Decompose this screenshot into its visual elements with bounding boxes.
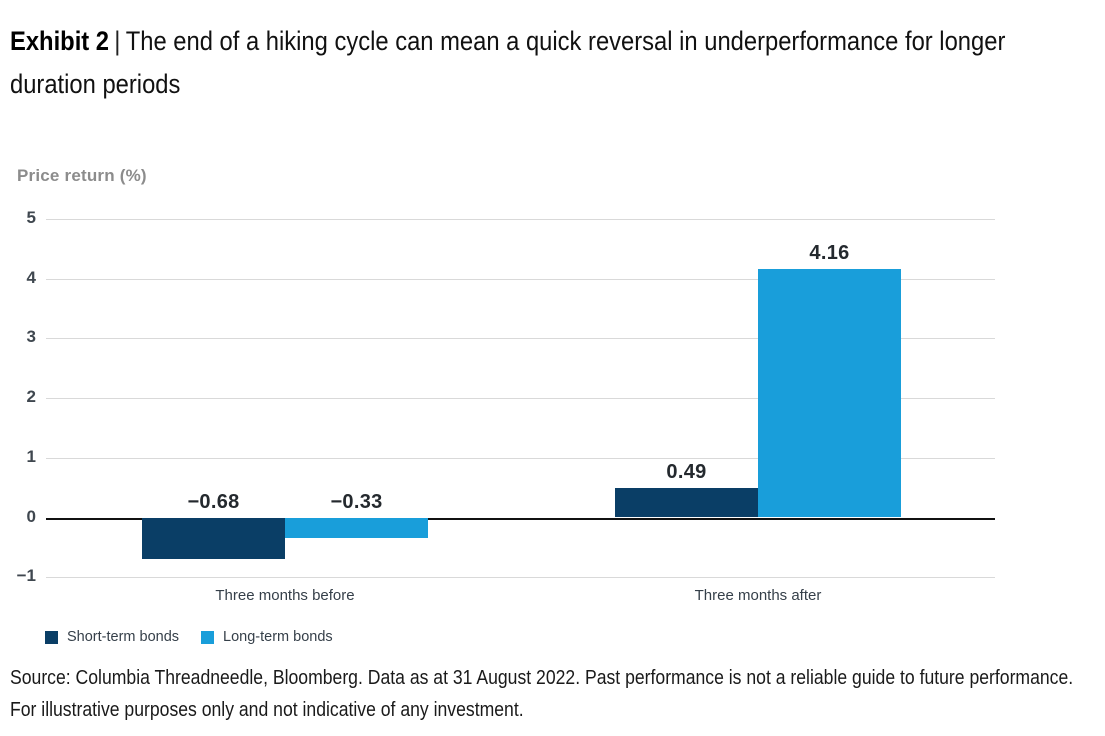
x-category-label: Three months after [694, 587, 822, 604]
gridline [46, 458, 995, 459]
bar-long-term-bonds [758, 269, 901, 517]
exhibit-title-separator: | [114, 26, 121, 56]
source-note: Source: Columbia Threadneedle, Bloomberg… [10, 667, 1074, 721]
zero-axis-line [46, 518, 995, 520]
legend-item-short-term-bonds: Short-term bonds [45, 629, 179, 645]
bar-short-term-bonds [615, 488, 758, 517]
legend-swatch-icon [45, 630, 58, 644]
y-tick-label: 2 [26, 387, 36, 406]
x-category-label: Three months before [215, 587, 355, 604]
bar-value-label: −0.68 [187, 491, 240, 513]
y-tick-label: 1 [26, 447, 36, 466]
gridline [46, 398, 995, 399]
plot-area: −0.68 −0.33 0.49 4.16 [46, 219, 995, 578]
legend-swatch-icon [201, 630, 215, 644]
y-axis-title: Price return (%) [17, 166, 147, 185]
gridline [46, 338, 995, 339]
exhibit-title-prefix: Exhibit 2 [10, 26, 110, 56]
bar-value-label: 0.49 [666, 461, 707, 483]
y-tick-label: 0 [26, 507, 36, 526]
gridline [46, 577, 995, 578]
legend-label: Short-term bonds [67, 629, 180, 645]
bar-short-term-bonds [142, 518, 285, 559]
legend-label: Long-term bonds [223, 629, 333, 645]
bar-chart: 5 4 3 2 1 0 −1 −0.68 −0.33 0.49 4.16 Three months… [0, 208, 1105, 619]
exhibit-title-text: The end of a hiking cycle can mean a qui… [10, 26, 1006, 99]
bar-value-label: 4.16 [809, 242, 850, 264]
y-tick-label: 3 [26, 327, 36, 346]
bar-long-term-bonds [285, 518, 428, 538]
y-tick-label: −1 [16, 566, 36, 585]
gridline [46, 219, 995, 220]
y-tick-label: 4 [26, 268, 36, 287]
chart-legend: Short-term bonds Long-term bonds [45, 629, 333, 645]
legend-item-long-term-bonds: Long-term bonds [201, 629, 333, 645]
exhibit-title: Exhibit 2 | The end of a hiking cycle can … [10, 20, 1066, 106]
y-tick-label: 5 [26, 208, 36, 227]
gridline [46, 279, 995, 280]
bar-value-label: −0.33 [330, 491, 383, 513]
